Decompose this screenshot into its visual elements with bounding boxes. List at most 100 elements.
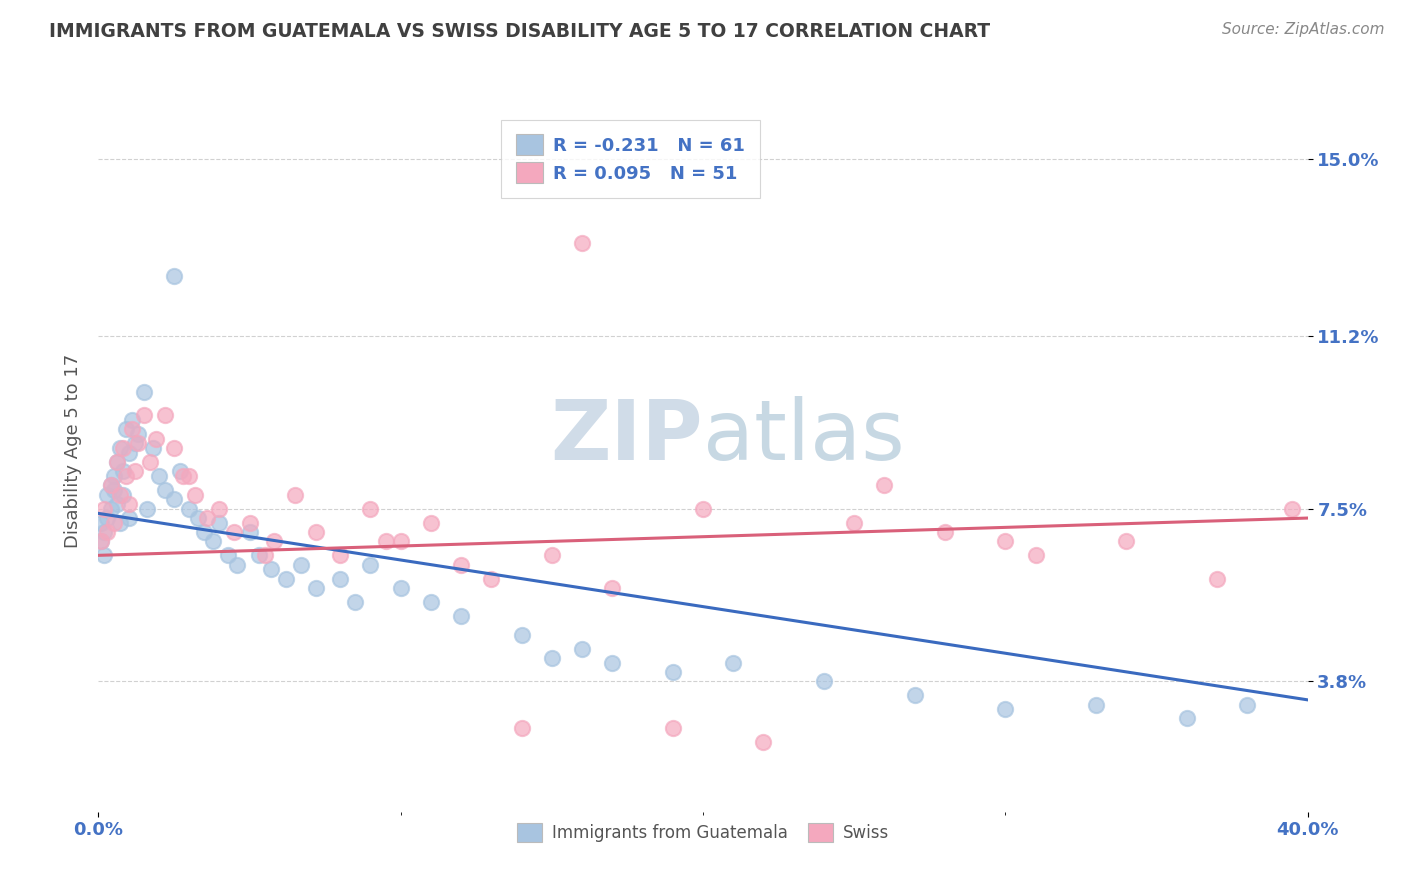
Point [172,469,194,483]
Text: atlas: atlas [703,395,904,476]
Point [217,549,239,563]
Point [813,674,835,689]
Point [103,516,125,530]
Point [124,465,146,479]
Point [661,665,683,679]
Point [1115,534,1137,549]
Point [118,511,141,525]
Point [571,235,593,250]
Point [114,422,136,436]
Point [127,436,149,450]
Point [93,501,115,516]
Point [510,721,533,735]
Point [124,436,146,450]
Point [153,483,176,497]
Point [111,465,134,479]
Point [139,455,162,469]
Legend: Immigrants from Guatemala, Swiss: Immigrants from Guatemala, Swiss [509,815,897,850]
Point [994,534,1017,549]
Point [93,549,115,563]
Point [208,516,231,530]
Point [111,488,134,502]
Point [145,432,167,446]
Point [163,268,186,283]
Text: Source: ZipAtlas.com: Source: ZipAtlas.com [1222,22,1385,37]
Point [360,558,382,572]
Point [142,441,165,455]
Point [224,524,246,539]
Point [187,511,209,525]
Point [208,501,231,516]
Point [96,524,118,539]
Point [904,688,927,702]
Point [420,595,443,609]
Point [450,558,472,572]
Point [1236,698,1258,712]
Point [247,549,270,563]
Point [90,534,112,549]
Y-axis label: Disability Age 5 to 17: Disability Age 5 to 17 [63,353,82,548]
Point [193,524,215,539]
Point [290,558,312,572]
Point [253,549,276,563]
Point [100,501,122,516]
Point [389,534,412,549]
Text: IMMIGRANTS FROM GUATEMALA VS SWISS DISABILITY AGE 5 TO 17 CORRELATION CHART: IMMIGRANTS FROM GUATEMALA VS SWISS DISAB… [49,22,990,41]
Point [510,627,533,641]
Point [108,441,131,455]
Point [540,549,562,563]
Point [90,534,112,549]
Point [153,409,176,423]
Point [163,492,186,507]
Point [226,558,249,572]
Point [105,455,128,469]
Point [692,501,714,516]
Point [752,735,775,749]
Point [723,656,745,670]
Point [1281,501,1303,516]
Point [239,524,262,539]
Point [111,441,134,455]
Point [96,488,118,502]
Point [1206,572,1229,586]
Point [105,455,128,469]
Point [344,595,367,609]
Point [127,427,149,442]
Point [389,581,412,595]
Point [179,501,201,516]
Point [305,524,328,539]
Point [148,469,170,483]
Point [329,572,352,586]
Point [260,562,283,576]
Point [934,524,956,539]
Point [305,581,328,595]
Point [420,516,443,530]
Point [1175,711,1198,725]
Point [108,516,131,530]
Point [1024,549,1046,563]
Point [93,524,115,539]
Point [90,516,112,530]
Point [118,446,141,460]
Point [163,441,186,455]
Point [873,478,896,492]
Point [121,422,143,436]
Point [132,385,155,400]
Point [195,511,218,525]
Point [103,469,125,483]
Point [994,702,1017,716]
Point [114,469,136,483]
Point [571,641,593,656]
Point [100,478,122,492]
Point [263,534,285,549]
Point [179,469,201,483]
Point [360,501,382,516]
Point [118,497,141,511]
Point [374,534,396,549]
Point [202,534,225,549]
Point [274,572,297,586]
Point [602,581,624,595]
Point [481,572,503,586]
Point [329,549,352,563]
Point [602,656,624,670]
